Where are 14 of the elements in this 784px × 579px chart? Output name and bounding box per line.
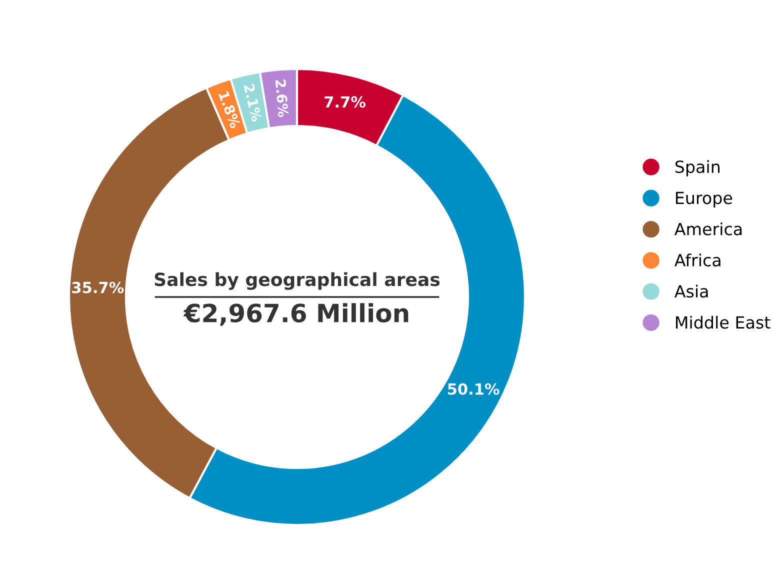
legend-label: Asia	[674, 284, 708, 298]
legend-label: Spain	[675, 160, 720, 176]
legend-label: Middle East	[676, 316, 770, 329]
text: €2,967.6 Million	[183, 303, 408, 326]
data-label: 7.7%	[324, 96, 366, 108]
data-label: 2.6%	[275, 80, 289, 118]
data-label: 35.7%	[72, 282, 124, 294]
legend-label: Africa	[674, 254, 720, 266]
data-label: 1.8%	[218, 90, 241, 129]
data-label: 2.1%	[244, 84, 262, 122]
legend-label: Europe	[676, 192, 732, 208]
data-label: 50.1%	[448, 383, 500, 395]
text: Sales by geographical areas	[154, 272, 440, 290]
legend-label: America	[674, 222, 742, 236]
